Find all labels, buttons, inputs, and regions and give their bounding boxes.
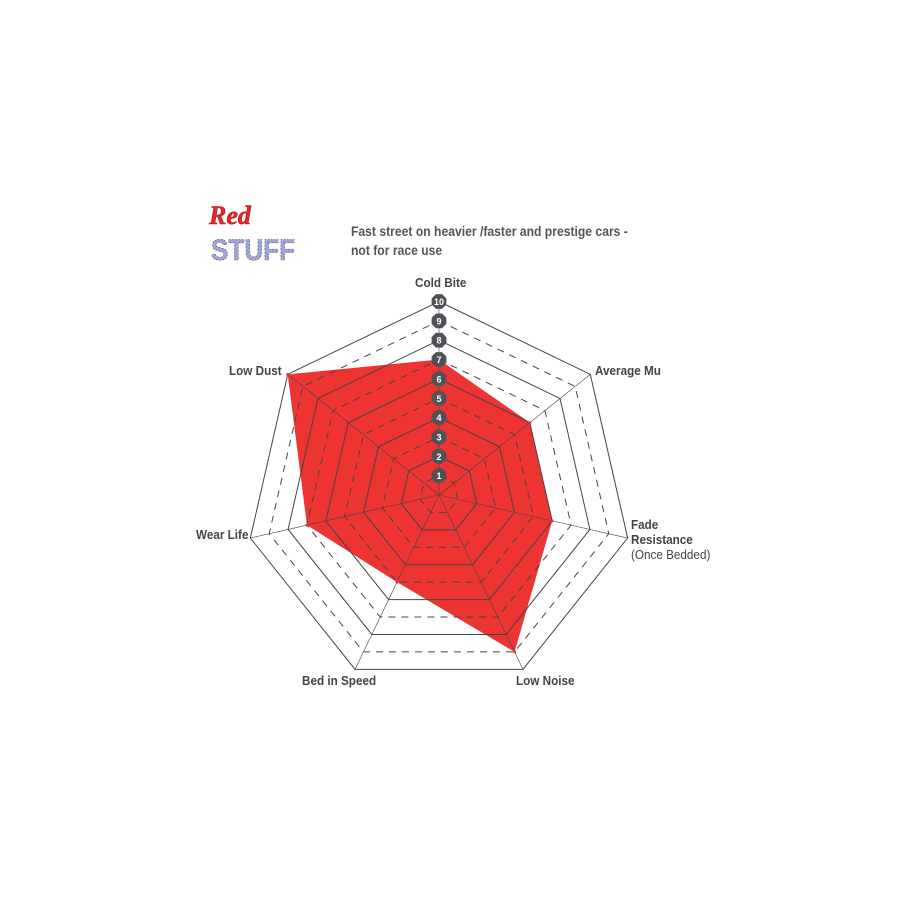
scale-tick-label: 2: [436, 452, 441, 462]
grid-ring-2: [400, 455, 478, 531]
axis-label-text: Cold Bite: [415, 275, 467, 290]
axis-label-text: Fade Resistance: [631, 517, 693, 547]
axis-label-text: Wear Life: [196, 527, 249, 542]
scale-tick-label: 3: [436, 432, 441, 442]
scale-badge: [431, 468, 447, 484]
axis-label: Low Noise: [516, 673, 575, 688]
scale-badge: [431, 294, 447, 309]
axis-label: Low Dust: [229, 363, 282, 378]
data-point-2: [550, 519, 554, 523]
axis-spoke: [438, 494, 524, 670]
subtitle-line-1: Fast street on heavier /faster and prest…: [351, 224, 628, 239]
scale-badge: [431, 332, 447, 348]
axis-spoke: [287, 374, 440, 496]
axis-label: Wear Life: [196, 527, 248, 542]
scale-tick-label: 10: [434, 297, 444, 307]
axis-label-text: Bed in Speed: [302, 673, 377, 688]
scale-badge: [431, 448, 447, 464]
scale-tick-label: 6: [436, 374, 441, 384]
axis-sublabel: (Once Bedded): [631, 547, 711, 562]
axis-label-text: Low Noise: [516, 673, 575, 688]
scale-tick-label: 7: [436, 355, 441, 365]
scale-tick-label: 5: [436, 394, 441, 404]
scale-tick-label: 1: [436, 471, 441, 481]
scale-badge: [431, 371, 447, 387]
grid-ring-1: [419, 475, 459, 513]
grid-ring-4: [362, 417, 516, 566]
axis-spoke: [250, 494, 440, 539]
data-polygon: [287, 359, 553, 652]
logo-text-stuff: STUFF: [211, 234, 295, 266]
axis-label-text: Average Mu: [595, 363, 661, 378]
scale-tick-label: 8: [436, 336, 441, 346]
scale-tick-label: 9: [436, 316, 441, 326]
grid-ring-5: [344, 397, 534, 583]
grid-ring-3: [381, 436, 497, 548]
subtitle-line-2: not for race use: [351, 243, 443, 258]
subtitle: Fast street on heavier /faster and prest…: [351, 222, 628, 260]
data-point-4: [395, 580, 399, 584]
scale-badge: [431, 410, 447, 425]
scale-badge: [431, 390, 447, 406]
data-point-5: [305, 523, 309, 527]
data-point-1: [528, 421, 532, 425]
grid-ring-8: [287, 339, 591, 635]
scale-badge: [431, 429, 447, 445]
grid-ring-6: [325, 378, 553, 601]
redstuff-logo: Red STUFF: [208, 201, 296, 266]
axis-spoke: [438, 494, 628, 539]
scale-tick-label: 4: [436, 413, 441, 423]
data-point-6: [286, 372, 290, 376]
logo-text-red: Red: [208, 201, 252, 230]
axis-spoke: [438, 374, 591, 496]
scale-badge: [431, 313, 447, 329]
axis-label: Average Mu: [595, 363, 661, 378]
axis-label: Cold Bite: [415, 275, 466, 290]
axis-label: Bed in Speed: [302, 673, 376, 688]
grid-ring-10: [249, 300, 629, 670]
axis-label: Fade Resistance (Once Bedded): [631, 517, 710, 562]
axis-label-text: Low Dust: [229, 363, 282, 378]
data-point-3: [513, 650, 517, 654]
scale-badge: [431, 352, 447, 367]
